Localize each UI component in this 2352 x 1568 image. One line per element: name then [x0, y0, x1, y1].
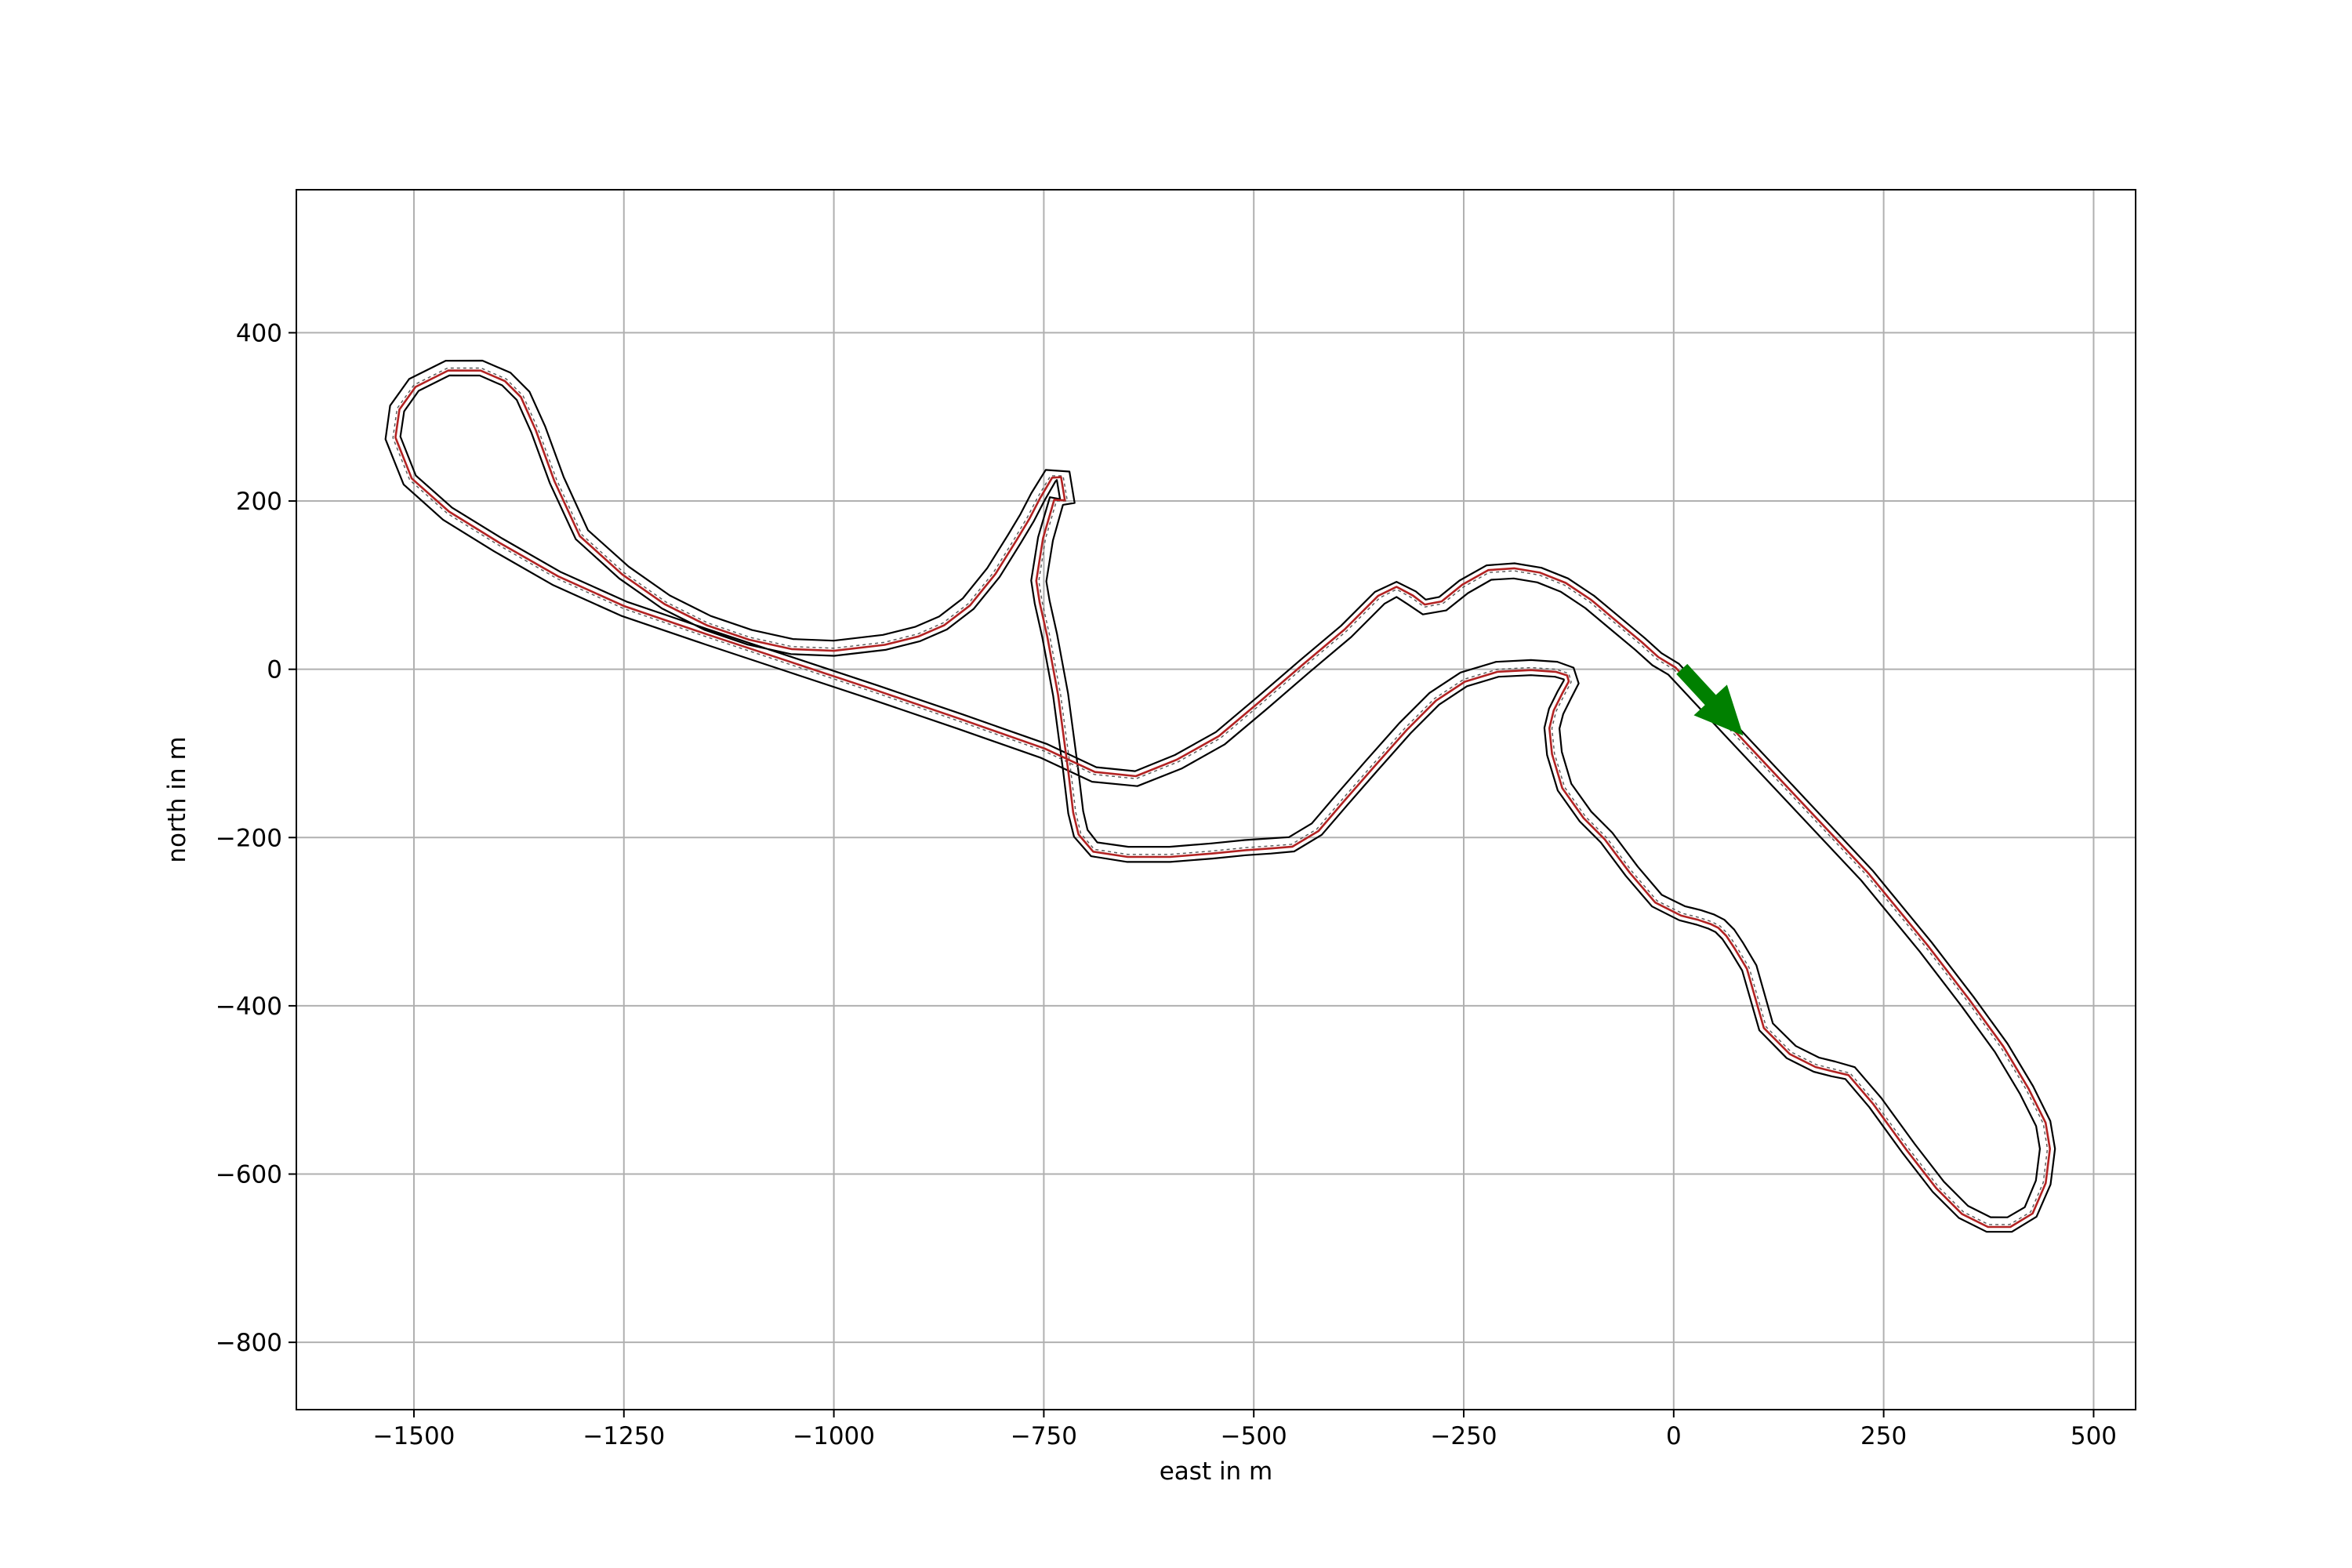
y-tick-label: −800: [216, 1329, 282, 1357]
y-tick-label: −400: [216, 993, 282, 1021]
x-tick-label: −750: [1011, 1422, 1077, 1450]
x-tick-label: −1000: [793, 1422, 875, 1450]
y-tick-label: −200: [216, 824, 282, 852]
x-tick-label: −250: [1430, 1422, 1497, 1450]
y-tick-label: 400: [236, 319, 282, 347]
axis-ticks: −1500 −1250 −1000 −750 −500 −250 0 250 500 400 200…: [216, 319, 2117, 1450]
x-tick-label: 0: [1666, 1422, 1682, 1450]
y-tick-label: 0: [267, 656, 282, 684]
heading-arrow-icon: [1676, 663, 1744, 736]
track-boundary-right: [384, 359, 2041, 1218]
x-tick-label: 250: [1860, 1422, 1907, 1450]
x-tick-label: −1250: [583, 1422, 665, 1450]
x-tick-label: −1500: [373, 1422, 456, 1450]
track-boundary-left: [399, 374, 2056, 1233]
grid: [296, 190, 2136, 1410]
racing-line: [394, 369, 2051, 1229]
track-reference-line: [392, 367, 2049, 1225]
y-tick-label: −600: [216, 1161, 282, 1189]
heading-arrow-layer: [1676, 663, 1744, 736]
x-axis-label: east in m: [1160, 1457, 1273, 1486]
y-axis-label: north in m: [163, 736, 191, 862]
plot-area-background: [296, 190, 2136, 1410]
x-tick-label: 500: [2071, 1422, 2117, 1450]
track-layer: [384, 359, 2056, 1233]
y-tick-label: 200: [236, 488, 282, 516]
plot-frame: [296, 189, 2136, 1410]
x-tick-label: −500: [1221, 1422, 1287, 1450]
